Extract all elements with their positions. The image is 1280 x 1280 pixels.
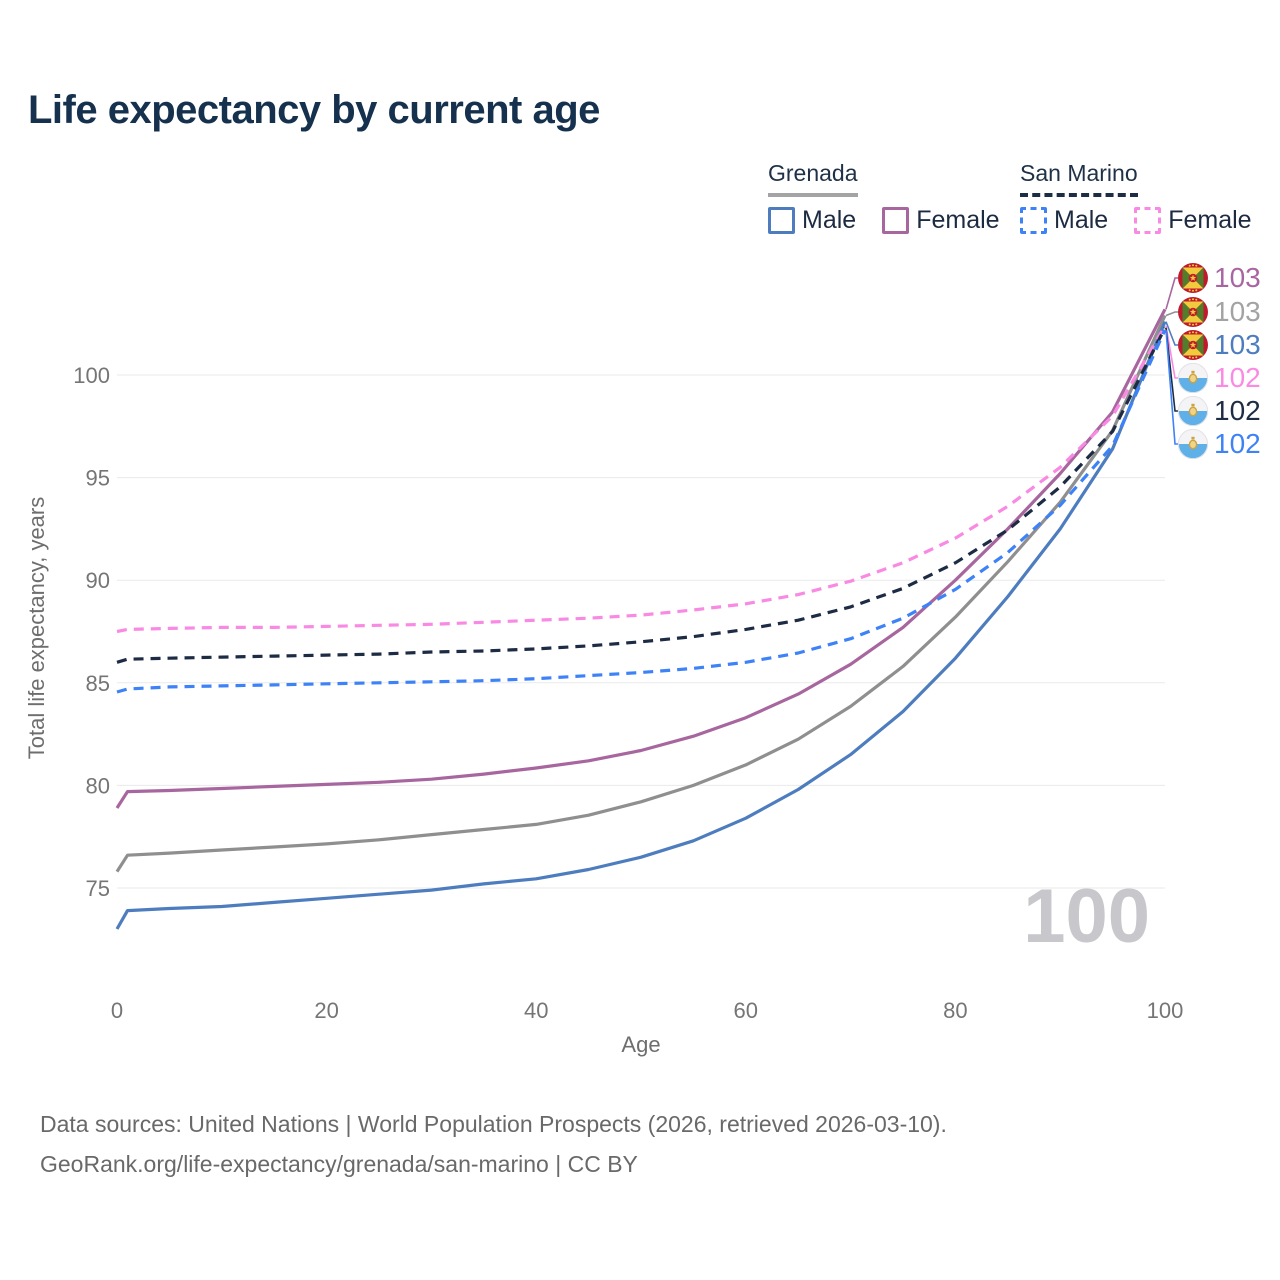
legend-items-san-marino: Male Female <box>1020 206 1252 235</box>
series-line-san-marino-total[interactable] <box>116 327 1167 664</box>
x-tick-label: 0 <box>111 998 123 1023</box>
x-tick-label: 60 <box>734 998 758 1023</box>
y-tick-label: 95 <box>86 466 110 491</box>
data-sources-line: Data sources: United Nations | World Pop… <box>40 1111 947 1137</box>
y-tick-label: 100 <box>73 363 110 388</box>
grenada-male-swatch-icon[interactable] <box>768 207 795 234</box>
y-tick-label: 90 <box>86 568 110 593</box>
end-label-connector <box>1165 321 1178 346</box>
grenada-flag-icon <box>1178 263 1208 293</box>
legend-item-grenada-male[interactable]: Male <box>768 206 856 235</box>
footer: Data sources: United Nations | World Pop… <box>40 1104 947 1184</box>
series-line-grenada-female[interactable] <box>115 308 1167 809</box>
grenada-flag-icon <box>1178 297 1208 327</box>
series-line-grenada-total[interactable] <box>115 314 1167 873</box>
legend-country-grenada[interactable]: Grenada <box>768 160 858 197</box>
x-tick-label: 20 <box>314 998 338 1023</box>
y-tick-label: 80 <box>86 773 110 798</box>
y-axis-title: Total life expectancy, years <box>24 497 49 760</box>
x-axis-title: Age <box>621 1032 660 1057</box>
legend-item-label: Male <box>1054 206 1109 234</box>
legend-item-label: Male <box>802 206 857 234</box>
series-end-value: 103 <box>1214 296 1261 327</box>
end-label-connector <box>1165 325 1178 379</box>
legend-item-san-marino-female[interactable]: Female <box>1134 206 1252 235</box>
end-label-connector <box>1165 327 1178 412</box>
end-label-connector <box>1165 311 1178 317</box>
san-marino-flag-icon <box>1177 428 1209 460</box>
end-label-connector <box>1165 277 1178 310</box>
series-line-san-marino-female[interactable] <box>116 324 1167 634</box>
y-tick-label: 75 <box>86 876 110 901</box>
series-line-san-marino-male[interactable] <box>116 329 1167 694</box>
x-tick-label: 100 <box>1147 998 1184 1023</box>
legend-item-san-marino-male[interactable]: Male <box>1020 206 1108 235</box>
grenada-flag-icon <box>1178 330 1208 360</box>
series-end-value: 102 <box>1214 362 1261 393</box>
y-tick-label: 85 <box>86 671 110 696</box>
grenada-female-swatch-icon[interactable] <box>882 207 910 234</box>
legend-group-grenada: Grenada Male Female <box>768 160 1000 235</box>
san-marino-flag-icon <box>1177 395 1209 427</box>
series-end-value: 102 <box>1214 428 1261 459</box>
san-marino-female-swatch-icon[interactable] <box>1134 207 1162 234</box>
series-end-value: 103 <box>1214 329 1261 360</box>
legend-item-label: Female <box>1168 206 1252 234</box>
series-line-grenada-male[interactable] <box>115 320 1167 930</box>
x-tick-label: 40 <box>524 998 548 1023</box>
san-marino-flag-icon <box>1177 362 1209 394</box>
x-tick-label: 80 <box>943 998 967 1023</box>
legend-country-san-marino[interactable]: San Marino <box>1020 160 1138 197</box>
legend-item-grenada-female[interactable]: Female <box>882 206 1000 235</box>
legend-group-san-marino: San Marino Male Female <box>1020 160 1252 235</box>
attribution-link[interactable]: GeoRank.org/life-expectancy/grenada/san-… <box>40 1151 638 1177</box>
end-label-connector <box>1165 329 1178 445</box>
legend-item-label: Female <box>916 206 1000 234</box>
age-watermark: 100 <box>1023 874 1150 959</box>
page-title: Life expectancy by current age <box>28 88 600 132</box>
legend-items-grenada: Male Female <box>768 206 1000 235</box>
series-end-value: 102 <box>1214 395 1261 426</box>
series-end-value: 103 <box>1214 262 1261 293</box>
san-marino-male-swatch-icon[interactable] <box>1020 207 1047 234</box>
